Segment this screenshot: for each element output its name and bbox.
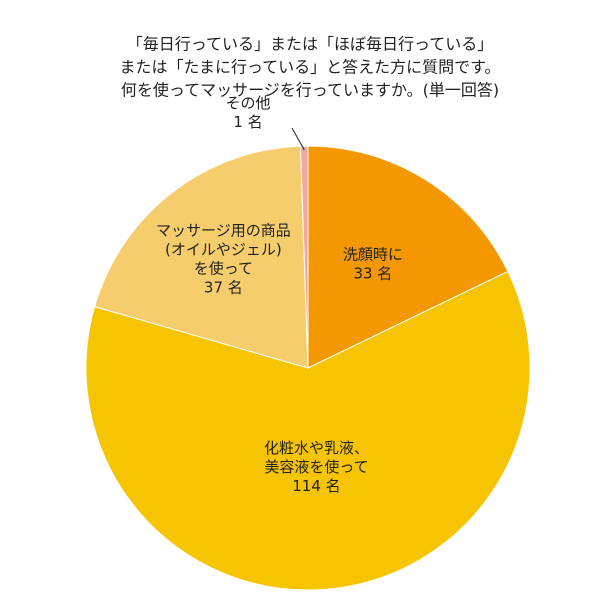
value-label: 114 名: [292, 477, 340, 495]
pie-slice: [85, 270, 531, 591]
chart-title: 「毎日行っている」または「ほぼ毎日行っている」: [127, 35, 493, 54]
slice-label: (オイルやジェル): [165, 240, 282, 258]
chart-title: 何を使ってマッサージを行っていますか。(単一回答): [121, 81, 499, 100]
slice-label: を使って: [194, 259, 253, 277]
slice-label: マッサージ用の商品: [156, 221, 291, 239]
slice-label: その他: [225, 94, 270, 112]
pie-slice: [299, 145, 309, 369]
slice-label: 美容液を使って: [264, 458, 368, 476]
slice-label: 化粧水や乳液、: [264, 439, 369, 457]
chart-title: または「たまに行っている」と答えた方に質問です。: [119, 58, 500, 77]
pie-slice: [94, 145, 309, 369]
pie-slice: [307, 145, 509, 369]
slice-label: 洗顔時に: [343, 246, 403, 264]
value-label: 33 名: [353, 265, 392, 283]
leader-line: [291, 127, 305, 151]
value-label: 1 名: [233, 113, 262, 131]
value-label: 37 名: [204, 278, 243, 296]
